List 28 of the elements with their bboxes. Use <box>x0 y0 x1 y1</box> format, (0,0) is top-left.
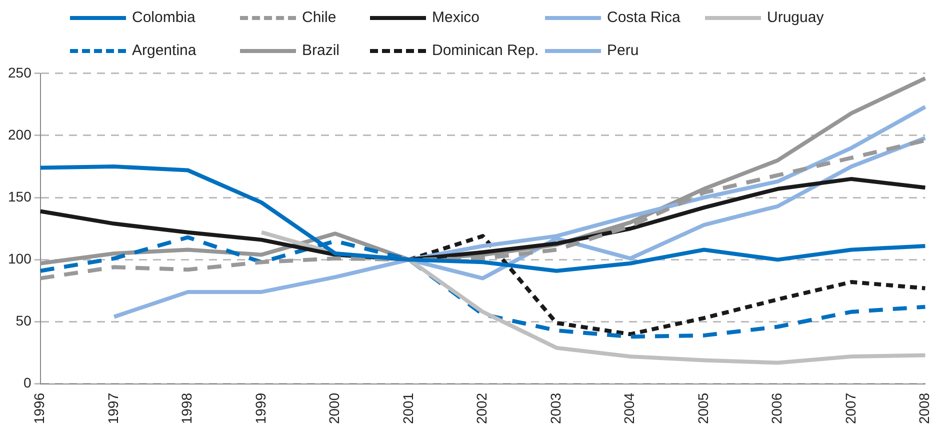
x-tick-label: 2000 <box>326 392 342 424</box>
x-tick-label: 2005 <box>694 392 711 424</box>
y-tick-label: 100 <box>8 250 32 267</box>
x-tick-label: 1999 <box>252 392 268 424</box>
x-tick-label: 2003 <box>547 392 564 424</box>
y-tick-label: 200 <box>8 126 32 142</box>
y-tick-label: 150 <box>8 188 32 204</box>
x-tick-label: 2002 <box>474 392 490 424</box>
x-tick-label: 2006 <box>768 392 785 424</box>
legend-label: Dominican Rep. <box>432 42 539 59</box>
x-tick-label: 1998 <box>178 392 195 424</box>
x-tick-label: 2004 <box>621 392 638 424</box>
x-tick-label: 2007 <box>842 392 858 424</box>
legend-label: Argentina <box>132 42 196 59</box>
legend-label: Chile <box>302 9 336 26</box>
legend-label: Peru <box>607 42 639 59</box>
x-tick-label: 2001 <box>400 392 416 424</box>
y-tick-label: 250 <box>8 64 32 80</box>
x-tick-label: 2008 <box>916 392 932 424</box>
legend-label: Brazil <box>302 42 340 59</box>
legend-label: Colombia <box>132 9 196 26</box>
legend-label: Uruguay <box>767 9 824 26</box>
x-tick-label: 1996 <box>31 392 48 424</box>
legend-label: Costa Rica <box>607 9 680 26</box>
y-tick-label: 0 <box>24 374 32 391</box>
legend-label: Mexico <box>432 9 480 26</box>
y-tick-label: 50 <box>16 312 32 329</box>
x-tick-label: 1997 <box>104 392 121 424</box>
